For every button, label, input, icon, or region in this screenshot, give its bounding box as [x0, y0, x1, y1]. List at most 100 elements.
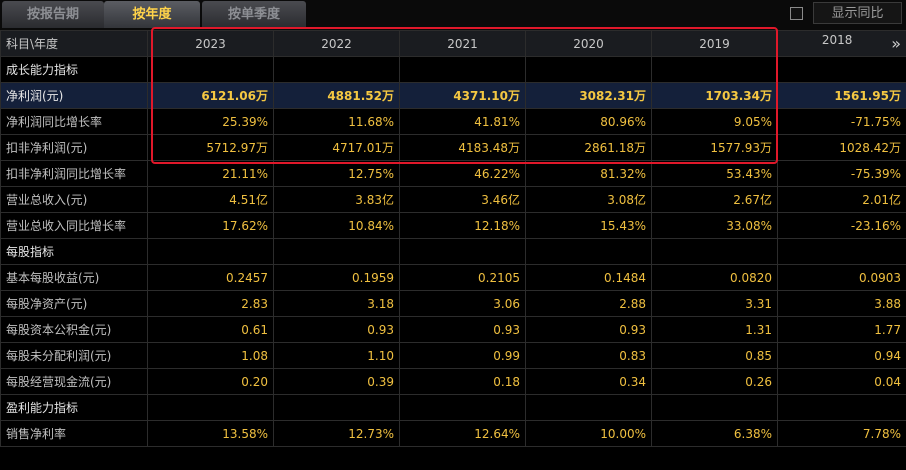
value-cell: 80.96% [525, 108, 652, 135]
value-cell: 3.18 [273, 290, 400, 317]
year-header-2018[interactable]: 2018 [821, 32, 853, 47]
value-cell: 0.2105 [399, 264, 526, 291]
value-cell [777, 394, 906, 421]
value-cell [399, 56, 526, 83]
value-cell: 5712.97万 [147, 134, 274, 161]
value-cell: 3.31 [651, 290, 778, 317]
row-label: 基本每股收益(元) [0, 264, 148, 291]
table-row: 扣非净利润(元) 5712.97万 4717.01万 4183.48万 2861.18万… [0, 134, 906, 161]
table-row: 营业总收入同比增长率 17.62% 10.84% 12.18% 15.43% 33.08%… [0, 212, 906, 239]
value-cell: 6121.06万 [147, 82, 274, 109]
value-cell: 12.73% [273, 420, 400, 447]
year-header[interactable]: 2023 [147, 30, 274, 57]
table-row: 营业总收入(元) 4.51亿 3.83亿 3.46亿 3.08亿 2.67亿 2.01亿 [0, 186, 906, 213]
value-cell [525, 238, 652, 265]
value-cell: 4371.10万 [399, 82, 526, 109]
year-header[interactable]: 2019 [651, 30, 778, 57]
value-cell: 3.08亿 [525, 186, 652, 213]
table-row: 每股资本公积金(元) 0.61 0.93 0.93 0.93 1.31 1.77 [0, 316, 906, 343]
value-cell [273, 56, 400, 83]
value-cell [273, 238, 400, 265]
table-row: 销售净利率 13.58% 12.73% 12.64% 10.00% 6.38% 7.78% [0, 420, 906, 447]
value-cell: 2.83 [147, 290, 274, 317]
table-row: 净利润(元) 6121.06万 4881.52万 4371.10万 3082.31万 17… [0, 82, 906, 109]
value-cell [399, 238, 526, 265]
value-cell [273, 394, 400, 421]
double-chevron-right-icon[interactable]: » [891, 33, 901, 53]
year-header[interactable]: 2020 [525, 30, 652, 57]
header-label: 科目\年度 [0, 30, 148, 57]
row-label: 净利润(元) [0, 82, 148, 109]
year-header[interactable]: 2021 [399, 30, 526, 57]
value-cell: 13.58% [147, 420, 274, 447]
section-title: 成长能力指标 [0, 56, 148, 83]
table-row: 净利润同比增长率 25.39% 11.68% 41.81% 80.96% 9.05% -71… [0, 108, 906, 135]
value-cell [651, 394, 778, 421]
year-header[interactable]: 2022 [273, 30, 400, 57]
value-cell: 6.38% [651, 420, 778, 447]
value-cell: 4881.52万 [273, 82, 400, 109]
value-cell: 3.88 [777, 290, 906, 317]
value-cell: 0.83 [525, 342, 652, 369]
tab-by-report-period[interactable]: 按报告期 [2, 1, 104, 28]
tab-by-year[interactable]: 按年度 [104, 1, 200, 28]
row-label: 净利润同比增长率 [0, 108, 148, 135]
value-cell [651, 56, 778, 83]
value-cell: 2.67亿 [651, 186, 778, 213]
tab-by-quarter[interactable]: 按单季度 [202, 1, 306, 28]
value-cell: 10.84% [273, 212, 400, 239]
value-cell: 1.77 [777, 316, 906, 343]
value-cell [525, 394, 652, 421]
yoy-toggle-label[interactable]: 显示同比 [813, 2, 902, 24]
value-cell [777, 56, 906, 83]
value-cell: 1.10 [273, 342, 400, 369]
value-cell: 0.20 [147, 368, 274, 395]
section-title: 每股指标 [0, 238, 148, 265]
row-label: 每股净资产(元) [0, 290, 148, 317]
value-cell: 1577.93万 [651, 134, 778, 161]
year-header-last: 2018 » [777, 30, 906, 57]
row-label: 每股经营现金流(元) [0, 368, 148, 395]
value-cell: 0.93 [525, 316, 652, 343]
table-row: 每股未分配利润(元) 1.08 1.10 0.99 0.83 0.85 0.94 [0, 342, 906, 369]
value-cell: 0.93 [399, 316, 526, 343]
value-cell: 3082.31万 [525, 82, 652, 109]
value-cell: 1703.34万 [651, 82, 778, 109]
yoy-checkbox[interactable] [790, 7, 803, 20]
value-cell: 11.68% [273, 108, 400, 135]
value-cell: 33.08% [651, 212, 778, 239]
value-cell: 21.11% [147, 160, 274, 187]
table-row: 扣非净利润同比增长率 21.11% 12.75% 46.22% 81.32% 53.43%… [0, 160, 906, 187]
value-cell: 12.18% [399, 212, 526, 239]
row-label: 营业总收入(元) [0, 186, 148, 213]
row-label: 营业总收入同比增长率 [0, 212, 148, 239]
row-label: 扣非净利润同比增长率 [0, 160, 148, 187]
tab-bar: 按报告期 按年度 按单季度 显示同比 [0, 0, 906, 30]
table-row: 基本每股收益(元) 0.2457 0.1959 0.2105 0.1484 0.0820 0… [0, 264, 906, 291]
value-cell: 25.39% [147, 108, 274, 135]
header-row: 科目\年度 2023 2022 2021 2020 2019 2018 » [0, 30, 906, 57]
table-row: 每股净资产(元) 2.83 3.18 3.06 2.88 3.31 3.88 [0, 290, 906, 317]
value-cell: 53.43% [651, 160, 778, 187]
value-cell: 10.00% [525, 420, 652, 447]
value-cell: 0.99 [399, 342, 526, 369]
value-cell: 7.78% [777, 420, 906, 447]
value-cell: -23.16% [777, 212, 906, 239]
value-cell: 2.88 [525, 290, 652, 317]
row-label: 销售净利率 [0, 420, 148, 447]
value-cell [147, 394, 274, 421]
value-cell: 9.05% [651, 108, 778, 135]
value-cell [777, 238, 906, 265]
value-cell: 0.0903 [777, 264, 906, 291]
value-cell: 41.81% [399, 108, 526, 135]
value-cell: 12.64% [399, 420, 526, 447]
value-cell: 0.1959 [273, 264, 400, 291]
value-cell: 15.43% [525, 212, 652, 239]
value-cell: -71.75% [777, 108, 906, 135]
value-cell: 0.0820 [651, 264, 778, 291]
value-cell: 1.31 [651, 316, 778, 343]
financial-table: 科目\年度 2023 2022 2021 2020 2019 2018 » 成长… [0, 30, 906, 447]
value-cell: 1028.42万 [777, 134, 906, 161]
value-cell: 0.34 [525, 368, 652, 395]
value-cell: 0.2457 [147, 264, 274, 291]
